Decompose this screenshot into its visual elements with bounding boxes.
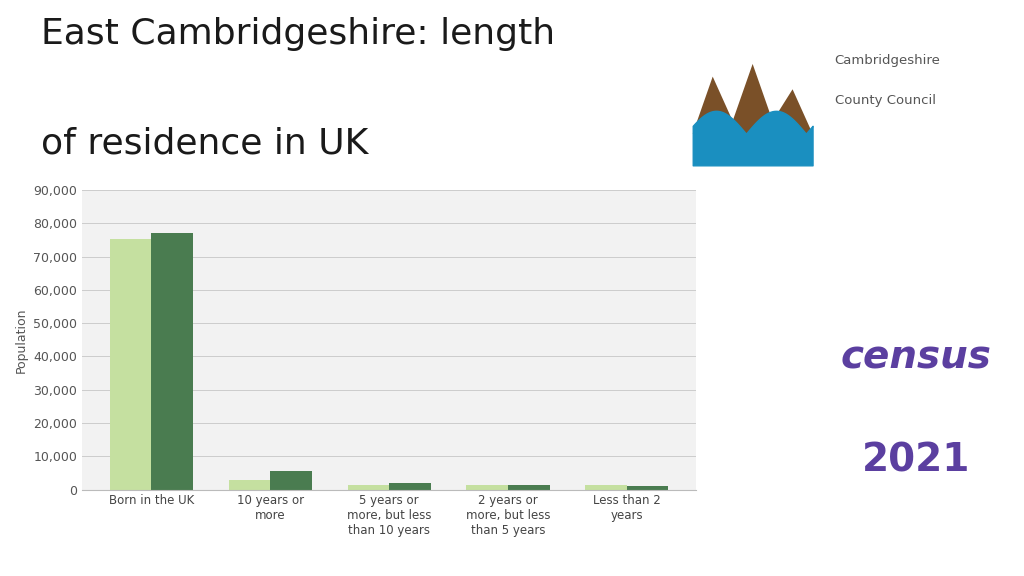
- Bar: [585, 484, 627, 490]
- Text: Cambridgeshire: Cambridgeshire: [835, 54, 940, 67]
- Bar: [270, 471, 312, 490]
- Polygon shape: [692, 64, 813, 134]
- Text: County Council: County Council: [835, 94, 936, 107]
- Bar: [347, 484, 389, 490]
- Text: of residence in UK: of residence in UK: [41, 127, 369, 161]
- Text: census: census: [841, 338, 992, 376]
- Bar: [627, 486, 669, 490]
- Text: East Cambridgeshire: length: East Cambridgeshire: length: [41, 17, 555, 51]
- Bar: [508, 484, 550, 490]
- Bar: [152, 233, 194, 490]
- Bar: [110, 240, 152, 490]
- Bar: [466, 484, 508, 490]
- Text: 2021: 2021: [862, 442, 971, 480]
- Bar: [228, 480, 270, 490]
- Bar: [389, 483, 431, 490]
- Y-axis label: Population: Population: [14, 307, 28, 373]
